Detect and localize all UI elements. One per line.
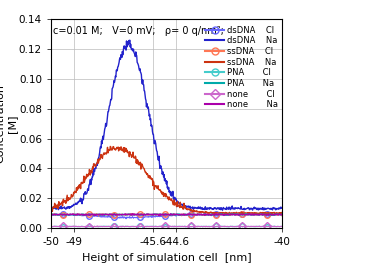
Legend: dsDNA    Cl, dsDNA    Na, ssDNA    Cl, ssDNA    Na, PNA       Cl, PNA       Na, : dsDNA Cl, dsDNA Na, ssDNA Cl, ssDNA Na, … bbox=[205, 26, 278, 109]
Y-axis label: Concentration
[M]: Concentration [M] bbox=[0, 84, 17, 163]
Text: c=0.01 M;   V=0 mV;   ρ= 0 q/nm²;: c=0.01 M; V=0 mV; ρ= 0 q/nm²; bbox=[53, 26, 224, 36]
X-axis label: Height of simulation cell  [nm]: Height of simulation cell [nm] bbox=[82, 252, 251, 262]
